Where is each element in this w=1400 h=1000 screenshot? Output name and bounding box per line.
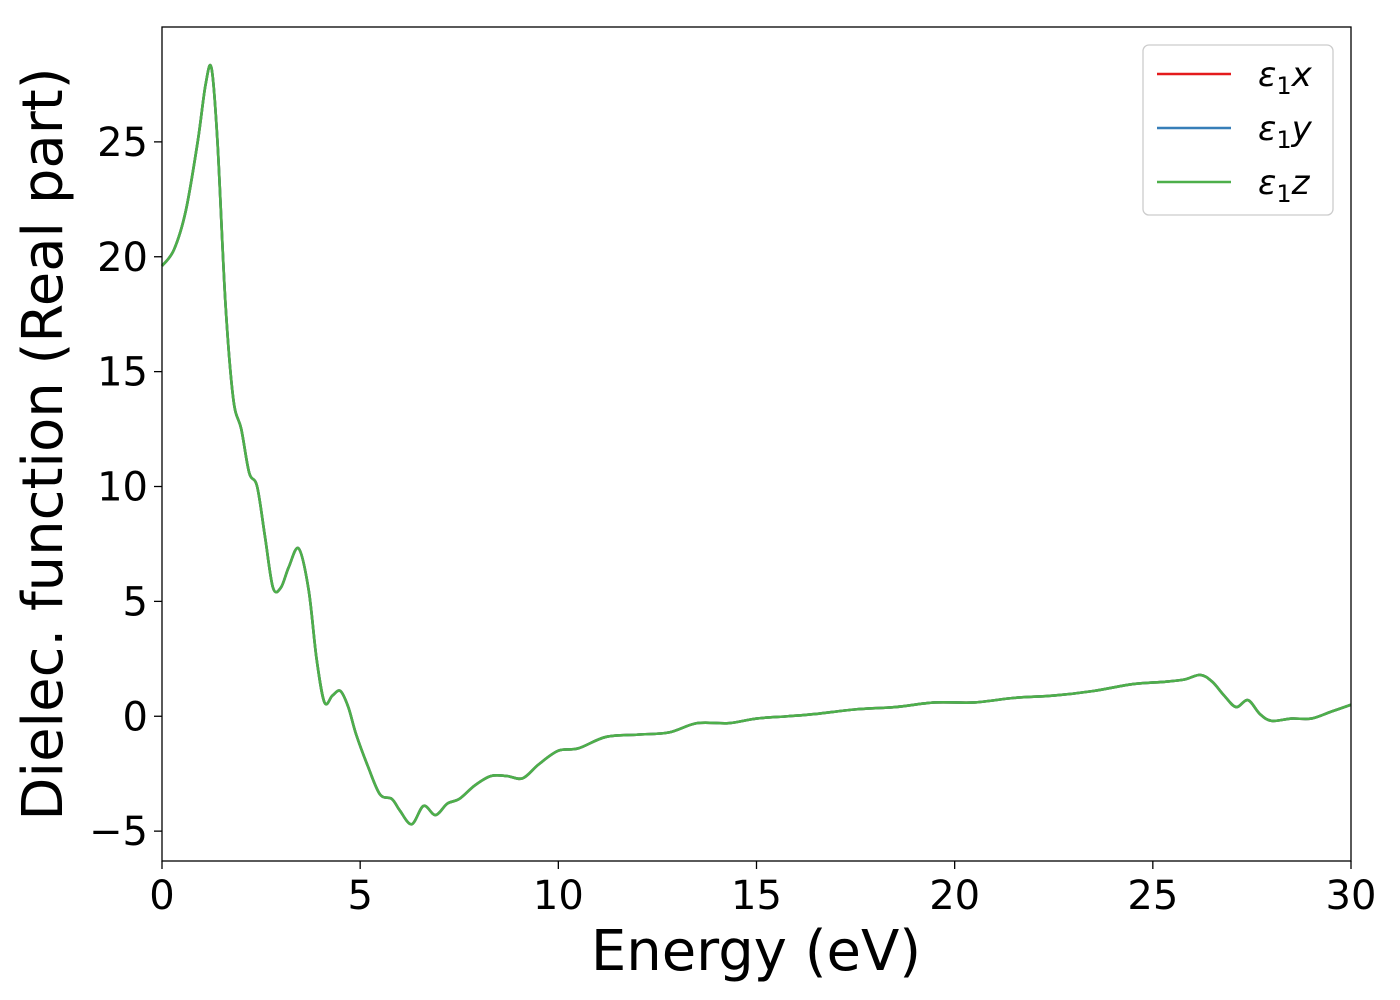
series-line-z (160, 63, 1352, 826)
y-tick-label: 5 (123, 579, 148, 625)
y-axis-label: Dielec. function (Real part) (11, 67, 76, 820)
y-tick-label: −5 (89, 809, 148, 855)
x-axis-label: Energy (eV) (591, 919, 921, 984)
y-tick-label: 20 (97, 235, 148, 281)
y-axis-ticks: −5 0 5 10 15 20 25 (89, 120, 162, 855)
y-tick-label: 25 (97, 120, 148, 166)
y-tick-label: 15 (97, 350, 148, 396)
x-tick-label: 20 (929, 873, 980, 919)
x-tick-label: 25 (1127, 873, 1178, 919)
legend: ε1x ε1y ε1z (1142, 44, 1334, 216)
series-lines (160, 63, 1352, 826)
x-tick-label: 0 (149, 873, 174, 919)
x-tick-label: 10 (533, 873, 584, 919)
legend-label-x: ε1x (1258, 55, 1313, 100)
legend-label-y: ε1y (1258, 109, 1313, 154)
legend-label-z: ε1z (1258, 163, 1311, 208)
x-tick-label: 15 (731, 873, 782, 919)
y-tick-label: 0 (123, 694, 148, 740)
x-tick-label: 5 (347, 873, 372, 919)
legend-box (1142, 44, 1334, 216)
y-tick-label: 10 (97, 465, 148, 511)
x-axis-ticks: 0 5 10 15 20 25 30 (149, 861, 1376, 919)
x-tick-label: 30 (1326, 873, 1377, 919)
